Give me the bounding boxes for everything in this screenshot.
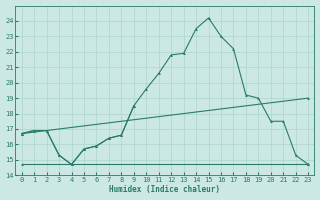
X-axis label: Humidex (Indice chaleur): Humidex (Indice chaleur) xyxy=(109,185,220,194)
